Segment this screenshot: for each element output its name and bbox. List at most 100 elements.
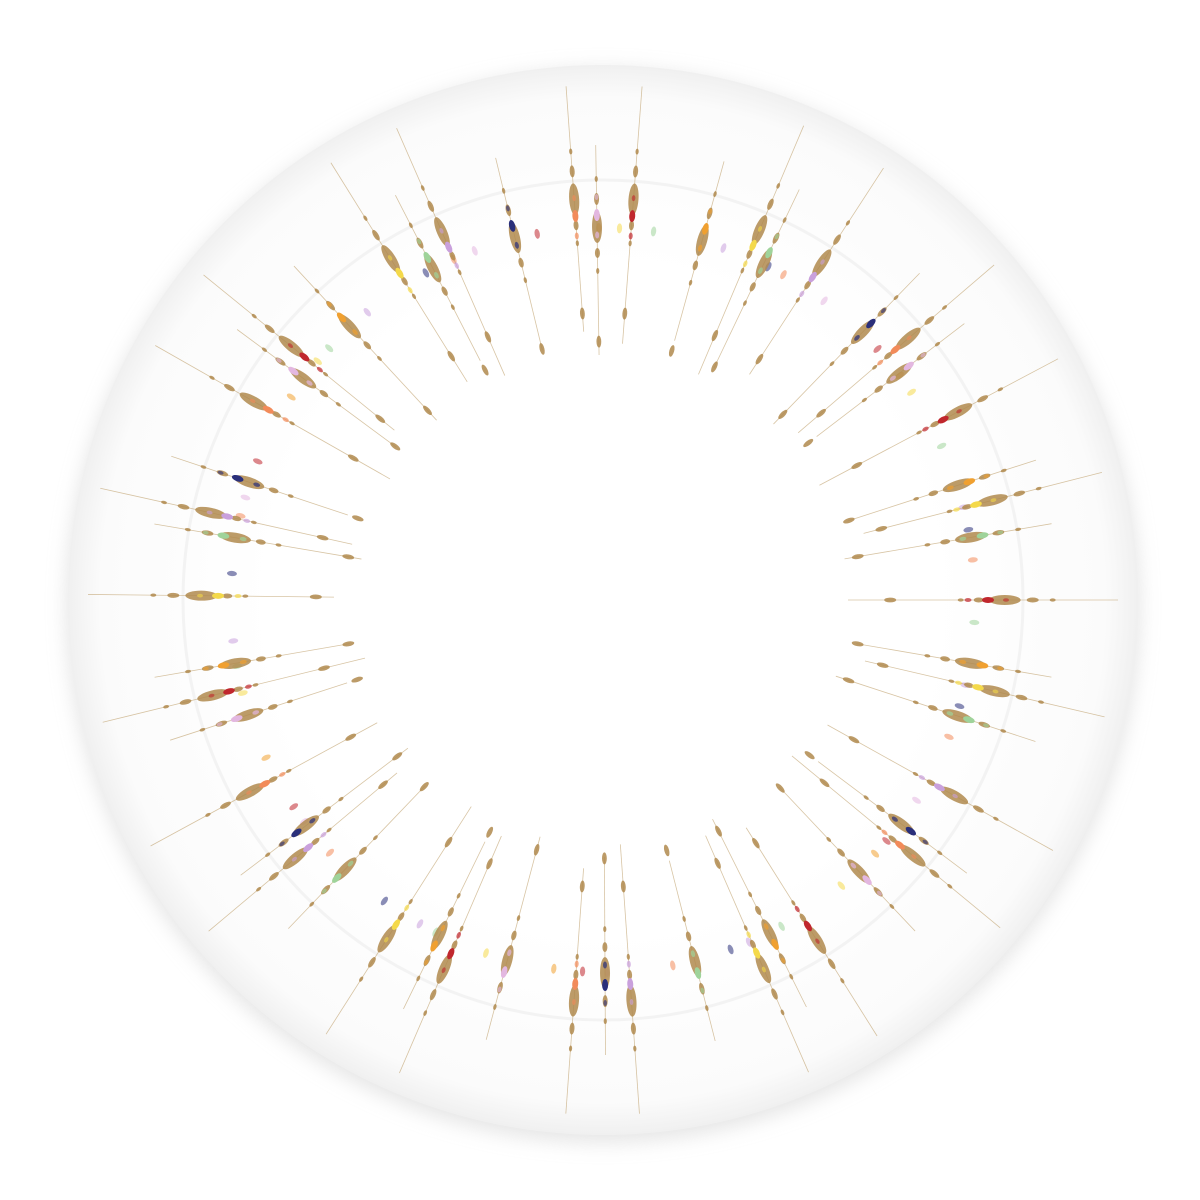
color-bead xyxy=(303,843,314,853)
color-bead xyxy=(761,966,766,973)
color-bead xyxy=(997,530,1004,535)
color-bead xyxy=(572,195,576,202)
gold-bead xyxy=(977,395,989,403)
color-bead xyxy=(959,536,967,541)
color-bead xyxy=(497,986,502,993)
color-bead xyxy=(306,380,313,386)
color-bead xyxy=(963,527,974,533)
gold-bead xyxy=(429,989,437,1001)
gold-bead xyxy=(523,277,528,284)
color-bead xyxy=(907,388,916,396)
gold-bead xyxy=(363,341,372,350)
gold-bead xyxy=(447,907,454,917)
color-bead xyxy=(593,209,600,222)
color-bead xyxy=(742,260,748,268)
color-bead xyxy=(216,722,223,727)
color-bead xyxy=(720,243,727,253)
color-bead xyxy=(506,205,510,212)
gold-bead xyxy=(594,175,598,182)
color-bead xyxy=(234,594,242,599)
gold-bead xyxy=(603,926,607,933)
gold-bead xyxy=(1015,694,1028,701)
gold-bead xyxy=(373,835,378,841)
gold-bead xyxy=(275,654,282,658)
color-bead xyxy=(230,715,243,723)
gold-bead xyxy=(167,592,180,598)
gold-bead xyxy=(323,371,329,377)
color-bead xyxy=(212,592,225,599)
gold-bead xyxy=(713,191,717,197)
gold-bead xyxy=(946,509,953,514)
color-bead xyxy=(572,978,579,990)
color-bead xyxy=(708,208,713,215)
color-bead xyxy=(445,241,453,253)
gold-bead xyxy=(372,229,380,241)
color-bead xyxy=(347,860,354,867)
color-bead xyxy=(771,938,779,950)
gold-bead xyxy=(884,597,897,603)
color-bead xyxy=(882,837,891,845)
gold-bead xyxy=(342,554,355,560)
gold-bead xyxy=(663,844,670,857)
color-bead xyxy=(217,532,230,539)
gold-bead xyxy=(1015,669,1021,674)
gold-bead xyxy=(715,825,722,837)
gold-bead xyxy=(416,975,421,982)
gold-bead xyxy=(804,280,812,290)
gold-bead xyxy=(711,361,718,373)
gold-bead xyxy=(816,408,826,418)
color-bead xyxy=(911,854,917,859)
color-bead xyxy=(197,593,204,598)
color-bead xyxy=(249,398,256,404)
color-bead xyxy=(253,458,263,465)
gold-bead xyxy=(224,383,235,392)
gold-bead xyxy=(861,397,867,403)
gold-bead xyxy=(778,409,788,420)
gold-bead xyxy=(940,656,951,662)
gold-bead xyxy=(392,752,403,761)
color-bead xyxy=(332,873,342,883)
color-bead xyxy=(933,783,945,792)
gold-bead xyxy=(459,925,464,932)
gold-bead xyxy=(705,1005,709,1012)
gold-bead xyxy=(622,307,628,320)
gold-bead xyxy=(755,353,764,365)
color-bead xyxy=(441,967,446,974)
color-bead xyxy=(967,557,978,563)
gold-bead xyxy=(840,346,849,355)
color-bead xyxy=(758,267,763,274)
gold-bead xyxy=(872,364,878,370)
color-bead xyxy=(871,849,880,858)
color-bead xyxy=(202,530,209,535)
color-bead xyxy=(286,393,296,401)
gold-bead xyxy=(255,539,266,545)
color-bead xyxy=(240,494,251,501)
gold-bead xyxy=(947,883,953,889)
gold-bead xyxy=(309,594,322,600)
gold-bead xyxy=(602,852,607,865)
color-bead xyxy=(922,839,928,845)
gold-bead xyxy=(916,430,922,435)
gold-bead xyxy=(1049,598,1056,602)
color-bead xyxy=(990,498,997,503)
gold-bead xyxy=(963,682,974,688)
gold-bead xyxy=(501,187,506,194)
gold-bead xyxy=(893,295,899,300)
gold-bead xyxy=(316,534,329,541)
gold-bead xyxy=(352,515,364,522)
color-bead xyxy=(918,775,926,780)
gold-bead xyxy=(749,939,756,950)
color-bead xyxy=(964,598,972,602)
gold-bead xyxy=(843,517,855,524)
color-bead xyxy=(946,485,954,490)
gold-bead xyxy=(177,503,190,510)
color-bead xyxy=(881,829,888,836)
gold-bead xyxy=(287,699,293,704)
gold-bead xyxy=(851,554,864,560)
gold-bead xyxy=(668,345,675,357)
color-bead xyxy=(820,296,828,306)
color-bead xyxy=(690,950,696,958)
gold-bead xyxy=(804,751,815,760)
color-bead xyxy=(206,510,213,515)
color-bead xyxy=(579,966,586,977)
